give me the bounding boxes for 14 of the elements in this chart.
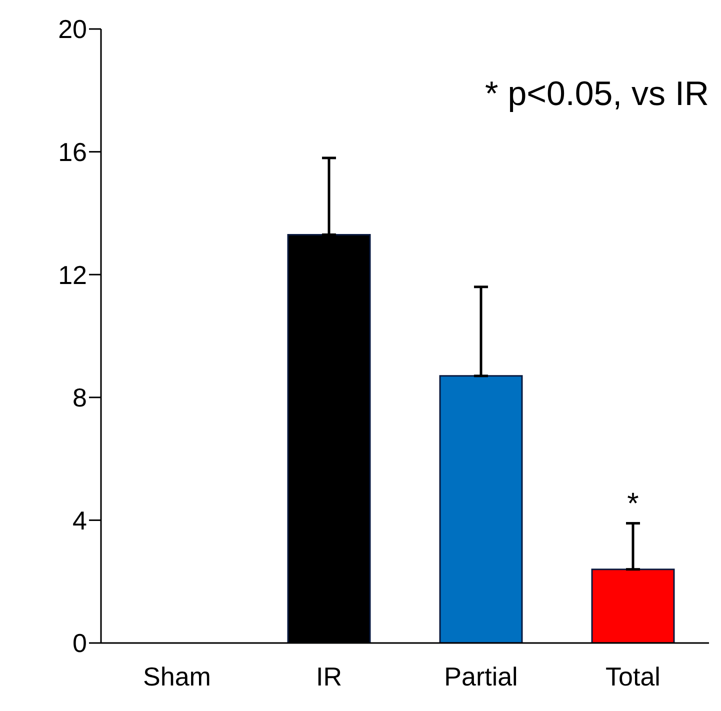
y-tick-label: 4 bbox=[72, 505, 87, 536]
bar bbox=[591, 568, 675, 643]
annotation: * p<0.05, vs IR bbox=[485, 75, 709, 114]
y-tick-label: 12 bbox=[58, 260, 87, 290]
y-tick-label: 16 bbox=[58, 137, 87, 168]
bar bbox=[439, 375, 523, 643]
y-tick-label: 8 bbox=[72, 382, 87, 413]
x-tick-label: IR bbox=[316, 661, 342, 692]
y-tick-label: 0 bbox=[72, 628, 87, 658]
y-tick-label: 20 bbox=[58, 14, 87, 44]
x-tick-label: Sham bbox=[143, 661, 211, 692]
annotation: * bbox=[627, 487, 640, 520]
x-tick-label: Partial bbox=[444, 661, 518, 692]
x-tick-label: Total bbox=[606, 661, 660, 692]
